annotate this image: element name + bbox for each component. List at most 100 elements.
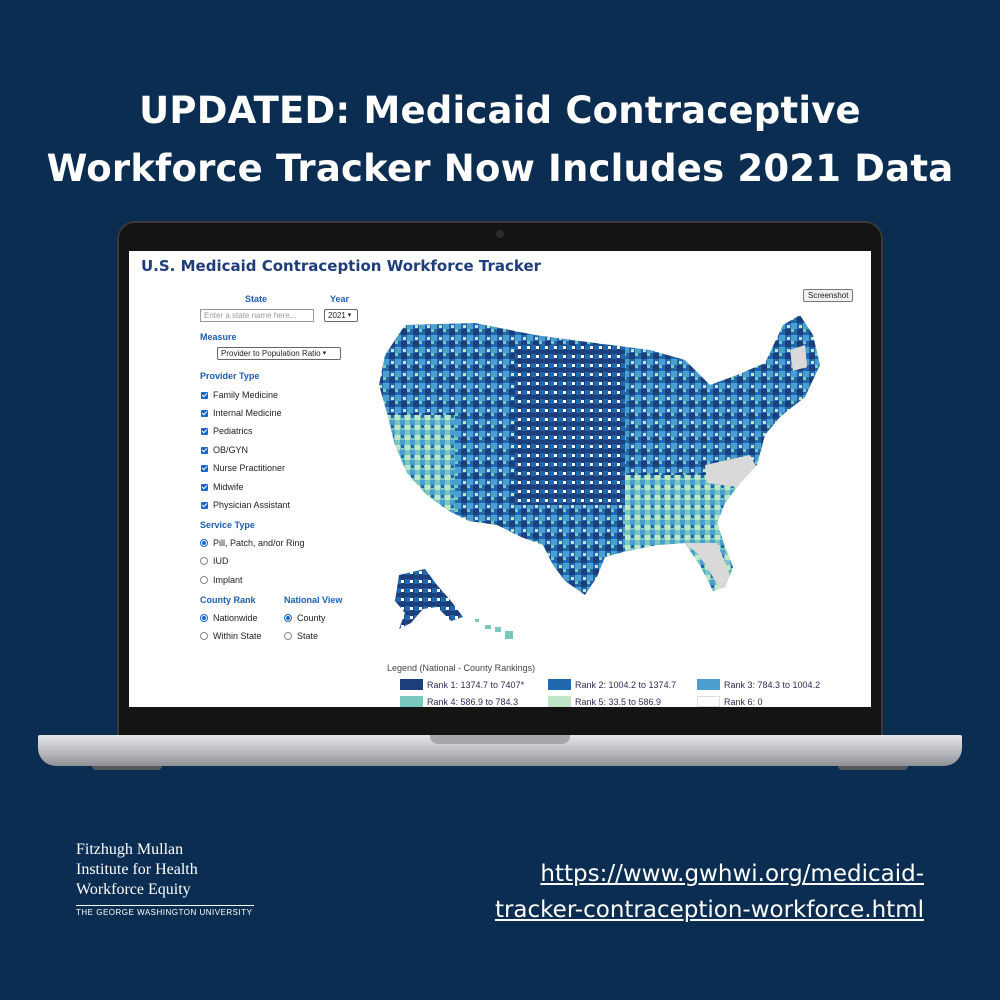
laptop-foot [838,766,908,770]
headline-line-1: UPDATED: Medicaid Contraceptive [139,89,861,132]
logo-rule [76,905,254,906]
contiguous-us [379,315,820,595]
laptop-screen: U.S. Medicaid Contraception Workforce Tr… [129,251,871,707]
option-label: State [297,631,319,641]
provider-label: Internal Medicine [213,408,282,418]
measure-label: Measure [200,332,237,342]
legend-label: Rank 3: 784.3 to 1004.2 [724,679,821,690]
state-label: State [245,294,268,304]
service-label: Pill, Patch, and/or Ring [213,538,305,548]
checkbox-checked-icon[interactable] [201,483,208,491]
chevron-down-icon: ▾ [347,312,352,319]
legend-swatch [400,679,423,690]
measure-select-value: Provider to Population Ratio [221,349,321,358]
checkbox-checked-icon[interactable] [201,409,208,417]
checkbox-checked-icon[interactable] [201,464,208,472]
laptop-notch [430,735,570,744]
tracker-title: U.S. Medicaid Contraception Workforce Tr… [141,257,542,275]
laptop-lid: U.S. Medicaid Contraception Workforce Tr… [117,221,883,737]
logo-line-3: Workforce Equity [76,881,191,898]
county-rank-nationwide[interactable]: Nationwide [200,613,258,623]
alaska [395,569,463,629]
headline: UPDATED: Medicaid Contraceptive Workforc… [0,82,1000,198]
provider-type-label: Provider Type [200,371,260,381]
provider-family-medicine[interactable]: Family Medicine [201,390,278,400]
service-type-label: Service Type [200,520,255,530]
service-label: IUD [213,556,229,566]
logo-university: THE GEORGE WASHINGTON UNIVERSITY [76,908,253,917]
legend-item: Rank 6: 0 [697,696,763,707]
logo-line-2: Institute for Health [76,861,198,878]
us-county-map[interactable] [365,305,845,645]
legend-title: Legend (National - County Rankings) [387,663,536,673]
provider-nurse-practitioner[interactable]: Nurse Practitioner [201,463,285,473]
legend-label: Rank 6: 0 [724,696,763,707]
checkbox-checked-icon[interactable] [201,501,208,509]
url-line-2: tracker-contraception-workforce.html [494,897,924,923]
measure-select[interactable]: Provider to Population Ratio ▾ [217,347,341,360]
laptop-foot [92,766,162,770]
legend-item: Rank 3: 784.3 to 1004.2 [697,679,820,690]
provider-label: Physician Assistant [213,500,291,510]
legend-label: Rank 1: 1374.7 to 7407* [427,679,525,690]
legend-label: Rank 5: 33.5 to 586.9 [575,696,662,707]
option-label: County [297,613,326,623]
service-iud[interactable]: IUD [200,556,229,566]
radio-icon[interactable] [200,557,208,565]
service-implant[interactable]: Implant [200,575,243,585]
provider-label: Pediatrics [213,426,253,436]
checkbox-checked-icon[interactable] [201,446,208,454]
radio-selected-icon[interactable] [284,614,292,622]
legend-swatch [697,679,720,690]
provider-pediatrics[interactable]: Pediatrics [201,426,253,436]
legend-swatch [400,696,423,707]
hawaii [475,619,513,639]
provider-label: Family Medicine [213,390,279,400]
option-label: Within State [213,631,262,641]
legend-item: Rank 2: 1004.2 to 1374.7 [548,679,676,690]
legend-label: Rank 2: 1004.2 to 1374.7 [575,679,677,690]
fitzhugh-mullan-logo: Fitzhugh Mullan Institute for Health Wor… [76,840,254,917]
year-label: Year [330,294,350,304]
national-view-state[interactable]: State [284,631,318,641]
provider-ob-gyn[interactable]: OB/GYN [201,445,248,455]
radio-selected-icon[interactable] [200,539,208,547]
headline-line-2: Workforce Tracker Now Includes 2021 Data [46,147,954,190]
provider-label: Midwife [213,482,244,492]
county-rank-label: County Rank [200,595,256,605]
screenshot-button[interactable]: Screenshot [803,289,854,302]
legend-label: Rank 4: 586.9 to 784.3 [427,696,519,707]
camera-icon [496,230,504,238]
year-select-value: 2021 [328,311,346,320]
checkbox-checked-icon[interactable] [201,391,208,399]
legend-item: Rank 1: 1374.7 to 7407* [400,679,524,690]
provider-label: Nurse Practitioner [213,463,286,473]
year-select[interactable]: 2021 ▾ [324,309,358,322]
provider-physician-assistant[interactable]: Physician Assistant [201,500,290,510]
radio-selected-icon[interactable] [200,614,208,622]
state-search-input[interactable]: Enter a state name here... [200,309,314,322]
radio-icon[interactable] [284,632,292,640]
laptop-base [38,735,962,766]
radio-icon[interactable] [200,632,208,640]
service-label: Implant [213,575,243,585]
legend-swatch [548,679,571,690]
legend-swatch [697,696,720,707]
checkbox-checked-icon[interactable] [201,427,208,435]
chevron-down-icon: ▾ [322,350,327,357]
logo-line-1: Fitzhugh Mullan [76,841,184,858]
service-pill-patch-ring[interactable]: Pill, Patch, and/or Ring [200,538,305,548]
county-rank-within-state[interactable]: Within State [200,631,262,641]
legend-item: Rank 4: 586.9 to 784.3 [400,696,518,707]
provider-label: OB/GYN [213,445,249,455]
national-view-county[interactable]: County [284,613,326,623]
legend-item: Rank 5: 33.5 to 586.9 [548,696,661,707]
radio-icon[interactable] [200,576,208,584]
provider-internal-medicine[interactable]: Internal Medicine [201,408,282,418]
option-label: Nationwide [213,613,258,623]
national-view-label: National View [284,595,343,605]
tracker-url-link[interactable]: https://www.gwhwi.org/medicaid- tracker-… [495,856,924,928]
provider-midwife[interactable]: Midwife [201,482,244,492]
legend-swatch [548,696,571,707]
url-line-1: https://www.gwhwi.org/medicaid- [540,861,924,887]
